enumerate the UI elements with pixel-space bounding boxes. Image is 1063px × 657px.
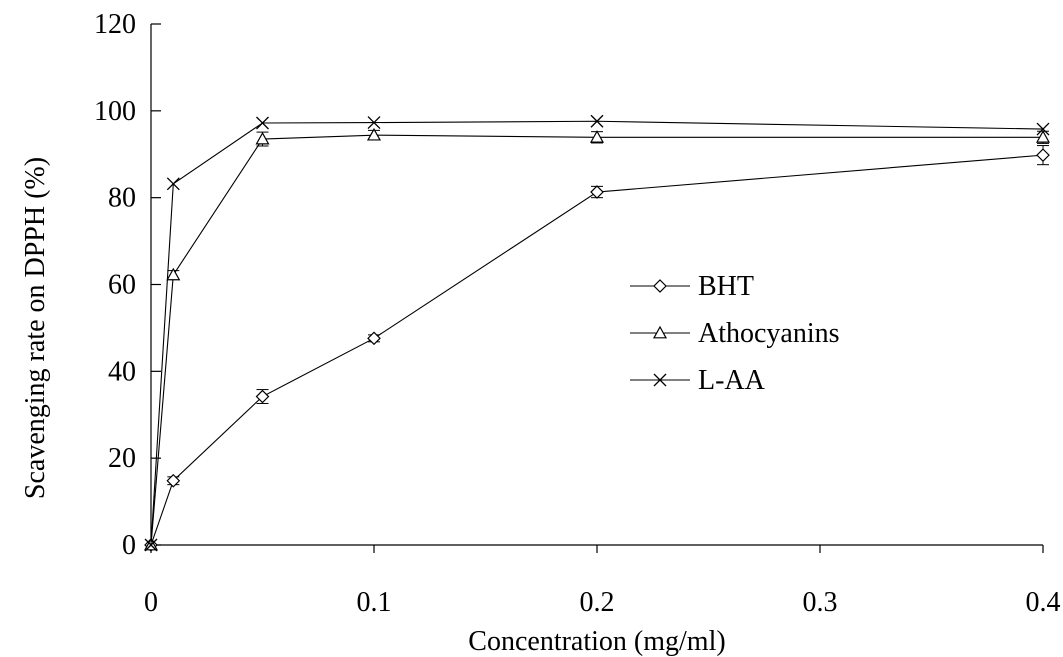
data-point <box>366 127 382 141</box>
legend-marker <box>652 325 668 339</box>
data-point <box>166 177 180 191</box>
data-point <box>590 114 604 128</box>
data-point <box>255 389 270 404</box>
legend-item: BHT <box>630 271 754 302</box>
series-l-aa <box>144 114 1050 552</box>
series-bht <box>144 145 1050 552</box>
data-point <box>256 116 269 130</box>
x-tick-label: 0.2 <box>580 587 615 618</box>
x-tick-label: 0.3 <box>803 587 838 618</box>
legend-label: Athocyanins <box>698 318 840 349</box>
series-line <box>150 154 1044 546</box>
axes: 0 20 40 60 80 100 120 0 0.1 0.2 0.3 0.4 <box>94 9 1061 618</box>
data-point <box>144 538 158 552</box>
x-tick-label: 0.1 <box>357 587 392 618</box>
x-tick-label: 0.4 <box>1026 587 1061 618</box>
data-point <box>590 185 604 199</box>
legend-item: Athocyanins <box>630 318 840 349</box>
y-tick-label: 120 <box>94 9 136 40</box>
data-point <box>1036 148 1050 162</box>
legend-label: BHT <box>698 271 754 302</box>
data-point <box>166 267 181 281</box>
data-point <box>1036 122 1050 136</box>
legend-marker <box>653 279 667 293</box>
y-tick-label: 60 <box>108 270 136 301</box>
legend: BHT Athocyanins L-AA <box>630 271 840 396</box>
y-tick-label: 20 <box>108 443 136 474</box>
data-point <box>1035 130 1051 143</box>
series-layer <box>143 114 1051 552</box>
y-axis-title: Scavenging rate on DPPH (%) <box>20 157 51 499</box>
y-tick-label: 100 <box>94 96 136 127</box>
y-tick-label: 40 <box>108 356 136 387</box>
data-point <box>255 131 270 145</box>
series-line <box>150 134 1043 546</box>
series-line <box>150 120 1044 546</box>
data-point <box>589 130 605 143</box>
y-tick-label: 80 <box>108 183 136 214</box>
y-tick-label: 0 <box>122 530 136 561</box>
x-axis-title: Concentration (mg/ml) <box>468 626 725 657</box>
x-tick-label: 0 <box>144 587 158 618</box>
legend-marker <box>653 373 667 387</box>
legend-label: L-AA <box>698 365 766 396</box>
data-point <box>367 116 381 130</box>
legend-item: L-AA <box>630 365 766 396</box>
data-point <box>367 331 381 346</box>
data-point <box>166 473 181 488</box>
